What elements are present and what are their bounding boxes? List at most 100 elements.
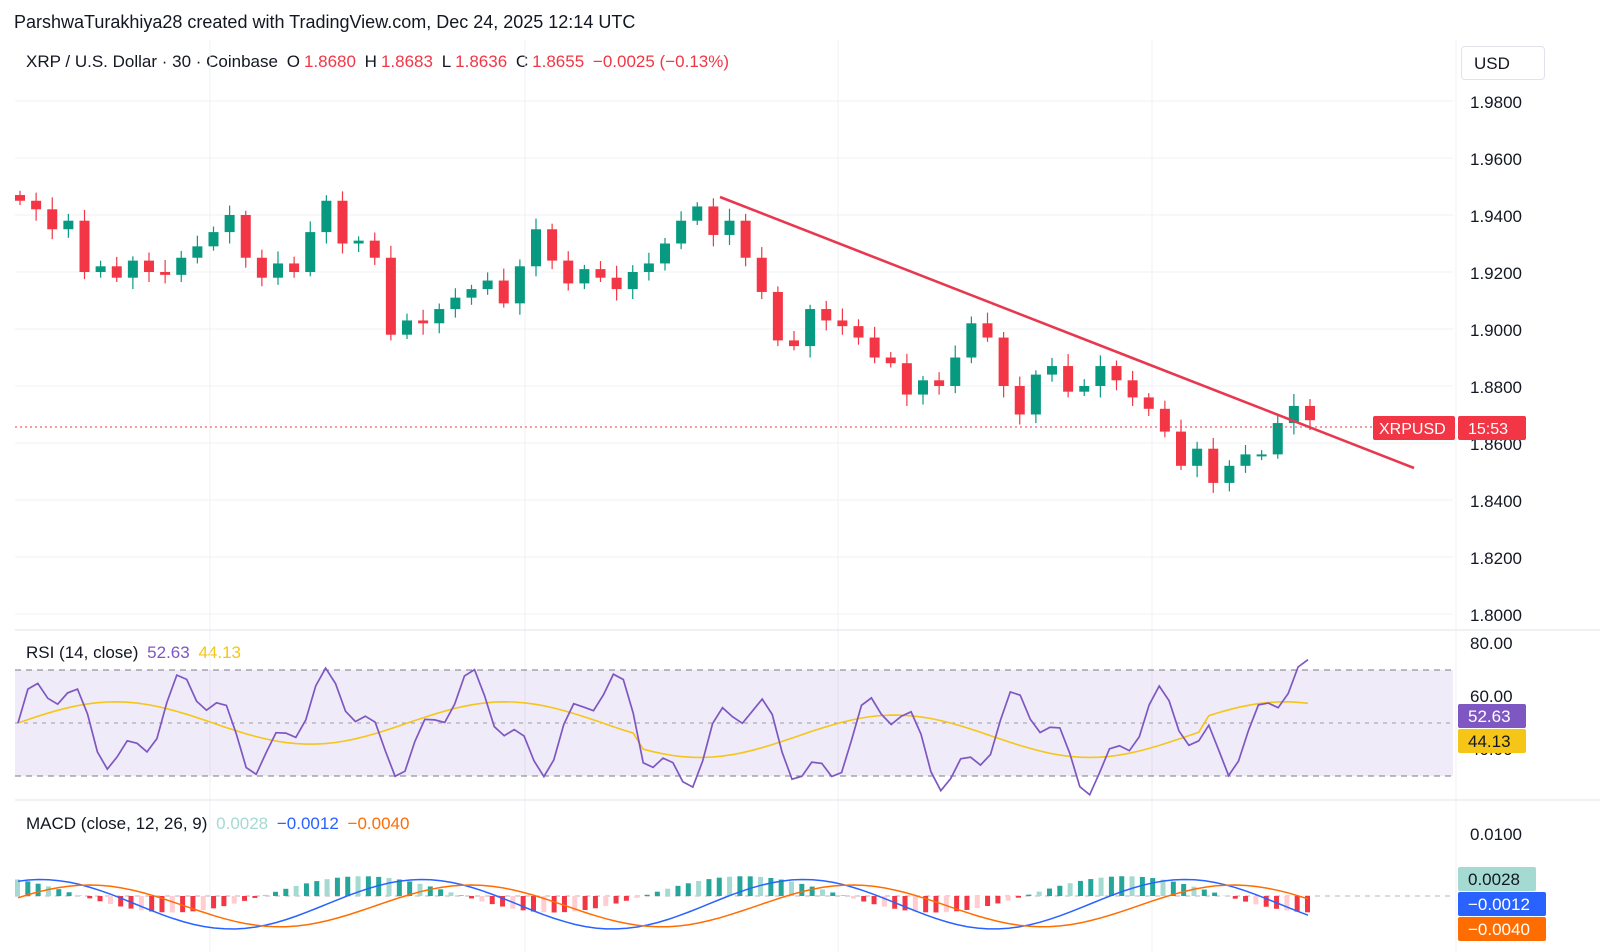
candle-body[interactable] xyxy=(385,257,396,335)
candle-body[interactable] xyxy=(1288,405,1299,424)
candle-body[interactable] xyxy=(1047,366,1057,375)
candle-body[interactable] xyxy=(240,215,251,258)
candle-body[interactable] xyxy=(305,232,316,272)
macd-histogram-bar xyxy=(169,896,175,913)
macd-histogram-bar xyxy=(974,896,980,909)
descending-trendline[interactable] xyxy=(719,195,1415,470)
candle-body[interactable] xyxy=(998,337,1009,386)
candle-body[interactable] xyxy=(482,280,493,290)
candle-body[interactable] xyxy=(466,289,477,298)
candle-body[interactable] xyxy=(805,309,816,347)
candle-body[interactable] xyxy=(627,272,638,290)
candlestick-series[interactable] xyxy=(15,190,1315,493)
candle-body[interactable] xyxy=(595,269,606,278)
candle-body[interactable] xyxy=(498,280,509,304)
candle-body[interactable] xyxy=(1176,431,1186,466)
candle-body[interactable] xyxy=(1224,465,1235,483)
candle-body[interactable] xyxy=(1159,408,1170,432)
candle-body[interactable] xyxy=(256,257,267,278)
candle-body[interactable] xyxy=(950,357,961,387)
candle-body[interactable] xyxy=(1143,397,1154,409)
candle-body[interactable] xyxy=(514,266,525,304)
currency-selector[interactable]: USD xyxy=(1461,46,1545,80)
candle-body[interactable] xyxy=(1240,454,1251,466)
candle-body[interactable] xyxy=(1111,366,1122,381)
macd-histogram-bar xyxy=(634,896,640,898)
candle-body[interactable] xyxy=(369,240,380,258)
symbol-legend[interactable]: XRP / U.S. Dollar · 30 · Coinbase O 1.868… xyxy=(26,52,733,72)
candle-body[interactable] xyxy=(982,323,993,338)
candle-body[interactable] xyxy=(95,266,106,272)
candle-body[interactable] xyxy=(63,220,74,230)
candle-body[interactable] xyxy=(531,229,541,267)
candle-body[interactable] xyxy=(402,320,412,335)
candle-body[interactable] xyxy=(643,263,654,272)
rsi-value-tags[interactable]: 52.63 44.13 xyxy=(1458,704,1526,753)
candle-body[interactable] xyxy=(337,200,348,244)
macd-value-tags[interactable]: 0.0028 −0.0012 −0.0040 xyxy=(1458,867,1546,941)
rsi-legend[interactable]: RSI (14, close) 52.63 44.13 xyxy=(26,643,245,663)
candle-body[interactable] xyxy=(1014,386,1025,415)
candle-body[interactable] xyxy=(966,323,977,358)
candle-body[interactable] xyxy=(579,269,590,284)
candle-body[interactable] xyxy=(1192,448,1203,466)
macd-axis[interactable]: 0.0100 xyxy=(1470,825,1522,844)
candle-body[interactable] xyxy=(821,309,832,321)
candle-body[interactable] xyxy=(127,260,138,278)
candle-body[interactable] xyxy=(160,272,171,275)
candle-body[interactable] xyxy=(111,266,122,278)
candle-body[interactable] xyxy=(47,209,58,230)
candle-body[interactable] xyxy=(208,232,219,247)
candle-body[interactable] xyxy=(837,320,848,327)
candle-body[interactable] xyxy=(353,240,364,244)
candle-body[interactable] xyxy=(676,220,687,244)
candle-body[interactable] xyxy=(1208,448,1219,483)
candle-body[interactable] xyxy=(1305,405,1315,421)
candle-body[interactable] xyxy=(789,340,799,347)
candle-body[interactable] xyxy=(144,260,154,272)
candle-body[interactable] xyxy=(740,220,751,258)
candle-body[interactable] xyxy=(563,260,574,284)
candle-body[interactable] xyxy=(901,363,912,395)
xrpusd-price-tag[interactable]: XRPUSD 15:53 xyxy=(1373,416,1526,440)
candle-body[interactable] xyxy=(853,326,864,338)
macd-histogram-bar xyxy=(159,896,165,913)
candle-body[interactable] xyxy=(450,297,461,310)
candle-body[interactable] xyxy=(289,263,300,272)
candle-body[interactable] xyxy=(1095,366,1106,386)
candle-body[interactable] xyxy=(434,309,445,324)
macd-histogram-bar xyxy=(778,879,784,896)
candle-body[interactable] xyxy=(1079,386,1090,392)
candle-body[interactable] xyxy=(660,243,670,264)
candle-body[interactable] xyxy=(918,380,928,395)
candle-body[interactable] xyxy=(15,195,25,201)
candle-body[interactable] xyxy=(79,220,90,272)
candle-body[interactable] xyxy=(885,357,896,364)
candle-body[interactable] xyxy=(176,257,187,275)
candle-body[interactable] xyxy=(547,229,558,261)
candle-body[interactable] xyxy=(321,200,332,233)
candle-body[interactable] xyxy=(224,215,235,233)
candle-body[interactable] xyxy=(756,257,767,292)
candle-body[interactable] xyxy=(1256,454,1267,457)
candle-body[interactable] xyxy=(708,206,719,235)
candle-body[interactable] xyxy=(724,220,735,235)
macd-legend[interactable]: MACD (close, 12, 26, 9) 0.0028 −0.0012 −… xyxy=(26,814,413,834)
candle-body[interactable] xyxy=(611,277,622,290)
macd-signal-line xyxy=(17,884,1309,928)
candle-body[interactable] xyxy=(869,337,880,358)
candle-body[interactable] xyxy=(418,320,429,324)
candle-body[interactable] xyxy=(772,291,783,341)
candle-body[interactable] xyxy=(692,206,703,221)
candle-body[interactable] xyxy=(273,263,283,278)
candle-body[interactable] xyxy=(1063,366,1074,392)
candle-body[interactable] xyxy=(1127,380,1138,398)
candle-body[interactable] xyxy=(1030,374,1041,415)
macd-histogram-bar xyxy=(25,881,31,896)
candle-body[interactable] xyxy=(934,380,945,386)
candle-body[interactable] xyxy=(1272,423,1283,455)
candle-body[interactable] xyxy=(192,246,203,258)
price-axis[interactable]: 1.9800 1.9600 1.9400 1.9200 1.9000 1.880… xyxy=(1470,93,1522,625)
candle-body[interactable] xyxy=(31,200,42,210)
